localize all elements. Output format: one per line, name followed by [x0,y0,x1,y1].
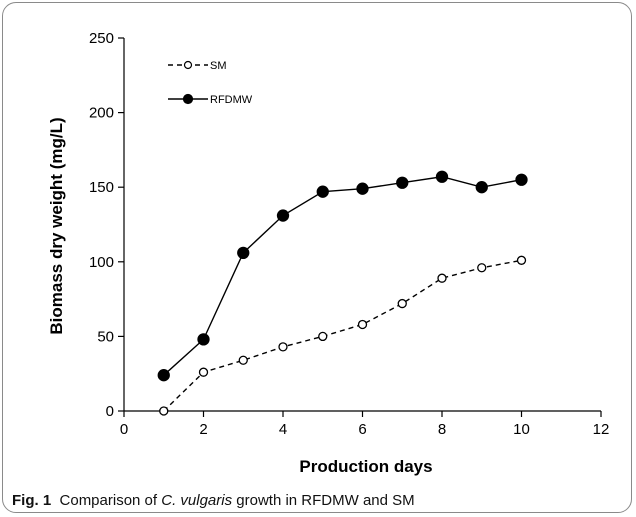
figure-caption: Fig. 1 Comparison of C. vulgaris growth … [12,492,622,509]
data-point-rfdmw [276,209,290,222]
y-tick-label: 250 [89,30,114,47]
caption-label: Fig. 1 [12,492,52,509]
data-point-rfdmw [435,170,449,183]
data-point-sm [477,263,487,273]
y-tick-label: 50 [97,328,114,345]
data-point-rfdmw [316,185,329,198]
y-tick-label: 200 [89,105,114,122]
line-chart: 0 50 100 150 200 250 0 2 4 6 8 10 12 SM RFDMW Product… [47,30,609,476]
caption-text-before: Comparison of [59,492,162,509]
x-tick-label: 2 [199,421,207,438]
legend-marker-sm [183,60,193,70]
data-point-rfdmw [237,246,250,259]
data-point-sm [357,319,368,330]
caption-text-after: growth in RFDMW and SM [232,492,415,509]
data-point-rfdmw [197,333,210,346]
caption-species: C. vulgaris [161,492,233,509]
chart-axes: 0 50 100 150 200 250 0 2 4 6 8 10 12 [89,30,609,438]
y-tick-label: 100 [89,254,114,271]
chart-series [157,170,528,416]
data-point-sm [238,355,248,365]
data-point-sm [437,273,447,283]
data-point-sm [159,406,169,416]
legend-label-sm: SM [210,60,227,72]
legend-label-rfdmw: RFDMW [210,94,253,106]
data-point-rfdmw [515,173,528,186]
series-line-sm [163,259,522,412]
x-tick-label: 4 [279,421,287,438]
data-point-sm [198,367,209,377]
legend-marker-rfdmw [182,93,194,105]
x-axis-title: Production days [299,457,432,476]
x-tick-label: 10 [513,421,530,438]
x-tick-label: 8 [438,421,446,438]
series-line-rfdmw [163,176,522,376]
data-point-rfdmw [157,369,170,382]
data-point-sm [397,298,407,309]
x-tick-label: 0 [120,421,128,438]
data-point-sm [516,255,527,265]
x-tick-label: 6 [358,421,366,438]
data-point-sm [318,331,328,342]
data-point-rfdmw [475,181,488,194]
figure-frame [2,2,632,513]
data-point-sm [278,342,288,352]
chart-legend: SM RFDMW [168,60,253,106]
data-point-rfdmw [356,182,369,195]
x-tick-label: 12 [593,421,610,438]
y-tick-label: 0 [106,403,114,420]
y-tick-label: 150 [89,179,114,196]
y-axis-title: Biomass dry weight (mg/L) [47,117,66,334]
data-point-rfdmw [396,176,409,189]
